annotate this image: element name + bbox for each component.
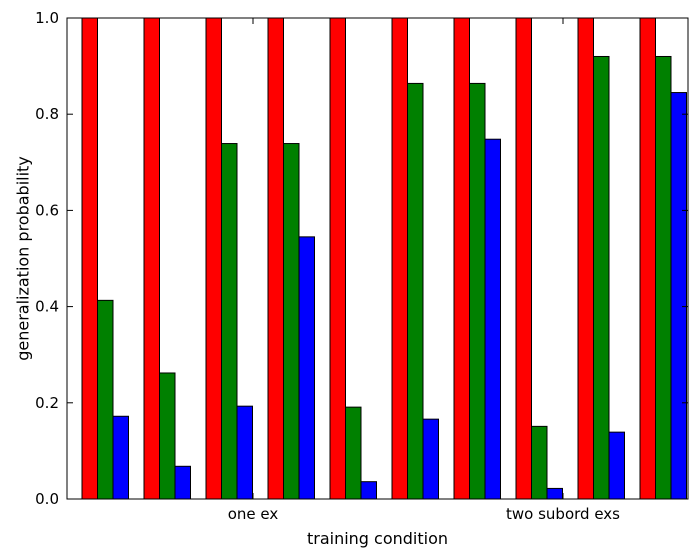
y-axis-ticks: 0.0 0.2 0.4 0.6 0.8 1.0 [35,9,688,508]
bar-g1-s1 [81,17,98,500]
bar-g5-s1 [329,17,346,500]
bar-g8-s2 [531,425,548,500]
bar-g7-s2 [469,82,486,500]
bar-g10-s2 [655,55,672,500]
y-tick-label: 0.8 [35,105,59,123]
bar-g5-s3 [360,481,377,500]
bar-g5-s2 [345,406,362,500]
bar-g3-s3 [236,405,253,500]
bar-g3-s2 [221,143,238,500]
bar-g10-s3 [670,92,687,500]
bar-g2-s2 [159,372,176,500]
bar-g2-s3 [174,465,191,500]
bar-g7-s3 [484,138,501,500]
x-tick-label: one ex [228,505,279,523]
bars-layer [81,17,687,500]
bar-g9-s1 [577,17,594,500]
bar-g4-s2 [283,143,300,500]
y-tick-label: 0.6 [35,201,59,219]
y-tick-label: 1.0 [35,9,59,27]
bar-g1-s3 [112,415,129,500]
x-tick-label: two subord exs [506,505,620,523]
x-axis-ticks: one ex two subord exs [228,18,620,523]
y-tick-label: 0.4 [35,298,59,316]
bar-g1-s2 [97,299,114,500]
plot-frame [66,17,689,500]
bar-g4-s1 [267,17,284,500]
x-axis-title: training condition [307,529,448,548]
bar-g6-s1 [391,17,408,500]
bar-g3-s1 [205,17,222,500]
bar-g9-s2 [593,55,610,500]
bar-g10-s1 [639,17,656,500]
y-tick-label: 0.2 [35,394,59,412]
bar-g6-s3 [422,418,439,500]
y-tick-label: 0.0 [35,490,59,508]
bar-g8-s3 [546,487,563,500]
bar-g6-s2 [407,82,424,500]
y-axis-title: generalization probability [14,156,33,361]
bar-g8-s1 [515,17,532,500]
bar-g7-s1 [453,17,470,500]
bar-g2-s1 [143,17,160,500]
bar-g9-s3 [608,431,625,500]
bar-g4-s3 [298,236,315,500]
